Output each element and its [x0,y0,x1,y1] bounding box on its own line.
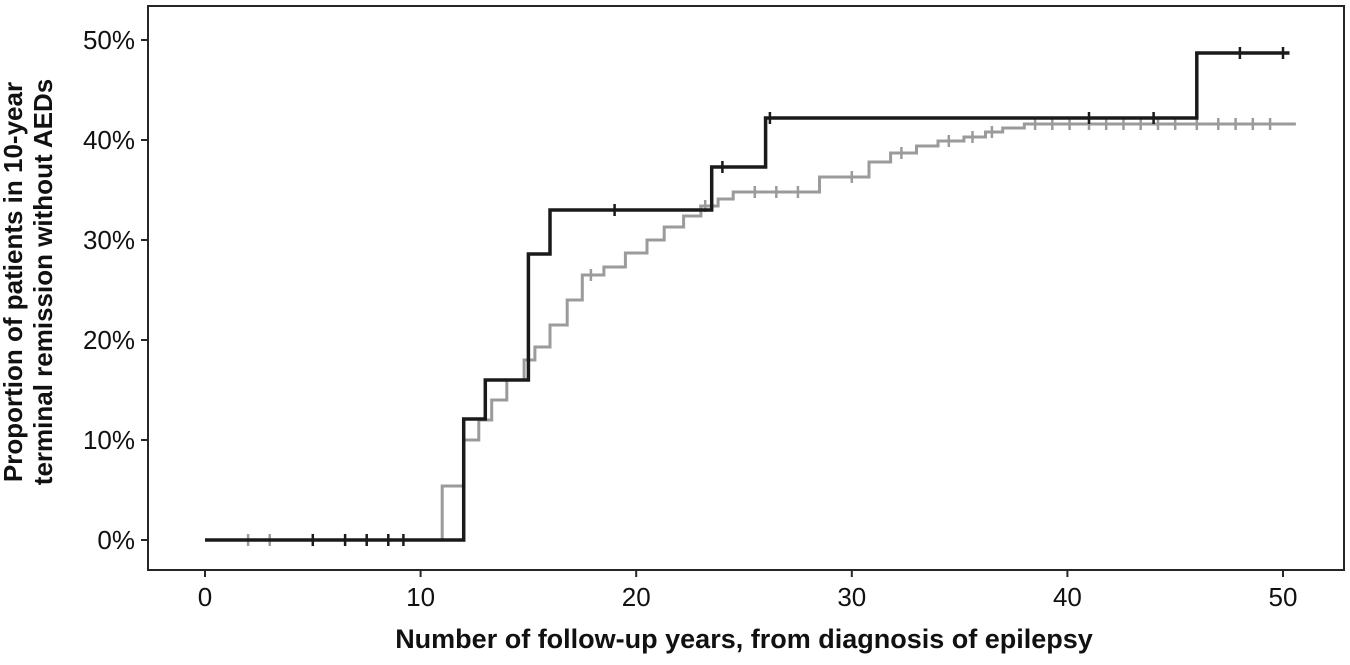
y-tick-label: 40% [83,125,135,155]
y-tick-label: 30% [83,225,135,255]
y-axis-title-line1: Proportion of patients in 10-year [0,82,28,482]
y-tick-label: 50% [83,25,135,55]
x-tick-label: 20 [622,582,651,612]
x-tick-label: 10 [406,582,435,612]
y-axis-title-line2: terminal remission without AEDs [28,79,58,485]
y-tick-label: 20% [83,325,135,355]
y-tick-label: 10% [83,425,135,455]
x-tick-label: 0 [198,582,212,612]
x-axis-title: Number of follow-up years, from diagnosi… [395,624,1093,654]
series-gray-line [205,122,1296,542]
x-tick-label: 50 [1269,582,1298,612]
y-tick-label: 0% [97,525,135,555]
x-tick-label: 40 [1053,582,1082,612]
series-black-line [205,51,1290,542]
plot-area: 0 10 20 30 40 50 0% 10% 20% 30% 40% 50% [83,5,1345,612]
plot-frame [147,5,1345,571]
x-tick-label: 30 [837,582,866,612]
